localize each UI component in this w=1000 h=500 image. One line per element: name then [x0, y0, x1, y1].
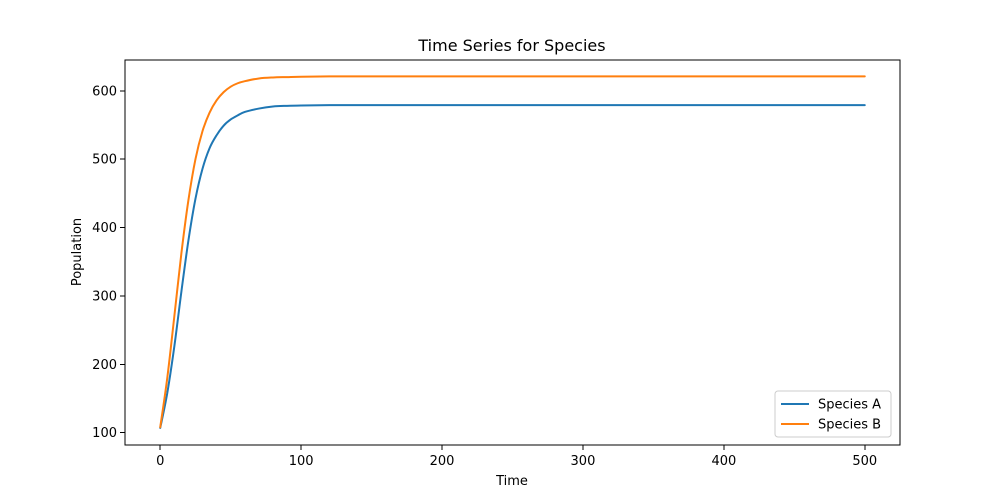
legend-label: Species B: [818, 418, 881, 433]
plot-frame: [124, 59, 901, 446]
series-line-species-a: [159, 104, 866, 429]
x-axis-ticks: 0 100 200 300 400 500: [156, 445, 877, 469]
x-tick-label: 0: [156, 454, 164, 469]
y-tick-label: 400: [92, 221, 117, 236]
y-axis-label: Population: [70, 218, 85, 286]
x-tick-label: 100: [289, 454, 314, 469]
x-tick-label: 400: [711, 454, 736, 469]
y-tick-label: 500: [92, 153, 117, 168]
x-tick-label: 200: [430, 454, 455, 469]
y-axis-ticks: 100 200 300 400 500 600: [92, 84, 125, 441]
x-tick-label: 300: [571, 454, 596, 469]
chart-title: Time Series for Species: [417, 36, 605, 55]
series-line-species-b: [159, 75, 866, 429]
legend-label: Species A: [818, 398, 881, 413]
y-tick-label: 100: [92, 426, 117, 441]
y-tick-label: 300: [92, 289, 117, 304]
y-tick-label: 600: [92, 84, 117, 99]
x-axis-label: Time: [495, 474, 528, 489]
legend-frame: [774, 390, 892, 438]
y-tick-label: 200: [92, 358, 117, 373]
plot-lines: [159, 75, 866, 429]
legend: Species A Species B: [774, 390, 892, 438]
x-tick-label: 500: [852, 454, 877, 469]
